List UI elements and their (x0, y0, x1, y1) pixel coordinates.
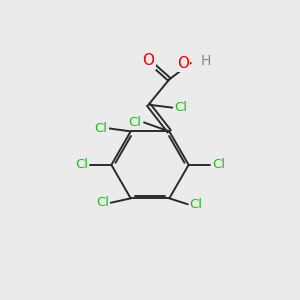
Text: Cl: Cl (94, 122, 107, 135)
Text: Cl: Cl (129, 116, 142, 129)
Text: Cl: Cl (96, 196, 109, 209)
Text: Cl: Cl (190, 198, 202, 211)
Text: Cl: Cl (75, 158, 88, 171)
Text: H: H (200, 54, 211, 68)
Text: O: O (177, 56, 189, 70)
Text: O: O (142, 53, 154, 68)
Text: Cl: Cl (175, 101, 188, 114)
Text: Cl: Cl (212, 158, 225, 171)
